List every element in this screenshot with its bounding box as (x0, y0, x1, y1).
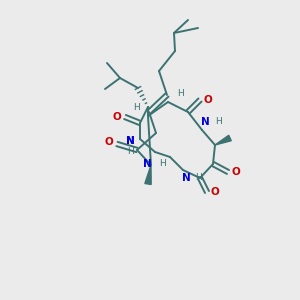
Text: O: O (232, 167, 240, 177)
Text: N: N (126, 136, 134, 146)
Polygon shape (215, 135, 231, 145)
Text: N: N (182, 173, 190, 183)
Text: H: H (159, 160, 165, 169)
Text: H: H (196, 172, 202, 182)
Text: O: O (204, 95, 212, 105)
Text: N: N (201, 117, 209, 127)
Text: H: H (133, 103, 140, 112)
Text: O: O (211, 187, 219, 197)
Text: H: H (127, 148, 134, 157)
Text: H: H (177, 88, 183, 98)
Text: H: H (214, 116, 221, 125)
Polygon shape (145, 165, 151, 184)
Text: N: N (142, 159, 152, 169)
Text: N: N (126, 136, 134, 146)
Text: O: O (105, 137, 113, 147)
Text: O: O (112, 112, 122, 122)
